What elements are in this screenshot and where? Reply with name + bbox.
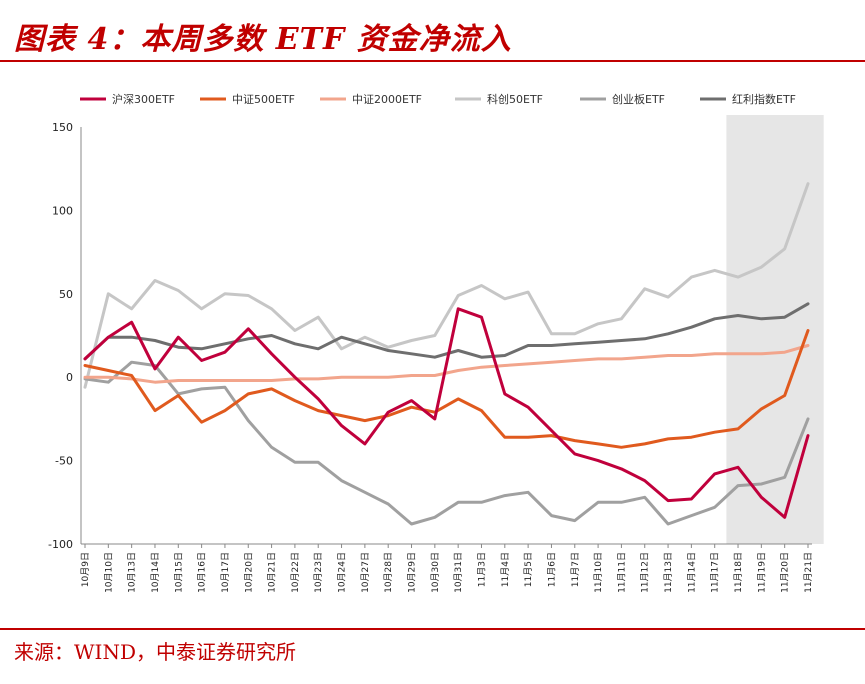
- x-tick-label: 10月15日: [173, 552, 184, 593]
- x-tick-label: 11月17日: [710, 552, 721, 593]
- x-tick-label: 11月20日: [780, 552, 791, 593]
- x-tick-label: 11月19日: [756, 552, 767, 593]
- series-line-3: [83, 344, 810, 384]
- legend: 沪深300ETF 中证500ETF 中证2000ETF 科创50ETF 创业板ETF 红利…: [80, 92, 796, 106]
- x-tick-label: 11月13日: [663, 552, 674, 593]
- x-tick-label: 10月9日: [80, 552, 91, 587]
- x-tick-label: 11月14日: [686, 552, 697, 593]
- legend-label: 红利指数ETF: [732, 92, 796, 106]
- y-axis: 150 100 50 0 -50 -100: [48, 121, 82, 551]
- legend-label: 中证2000ETF: [352, 93, 422, 106]
- line-chart: 沪深300ETF 中证500ETF 中证2000ETF 科创50ETF 创业板ETF 红利…: [48, 92, 824, 593]
- x-tick-label: 10月30日: [430, 552, 441, 593]
- legend-label: 沪深300ETF: [112, 92, 175, 106]
- x-axis: 10月9日 10月10日 10月13日 10月14日 10月15日 10月16日 10月17…: [80, 543, 814, 593]
- y-tick-label: 0: [66, 371, 73, 384]
- x-tick-label: 10月28日: [383, 552, 394, 593]
- y-tick-label: 100: [52, 204, 73, 217]
- x-tick-label: 11月4日: [500, 552, 511, 587]
- chart-title: 图表 4：本周多数 ETF 资金净流入: [14, 22, 512, 57]
- title-divider: [0, 60, 865, 62]
- series-line-1: [83, 307, 810, 519]
- x-tick-label: 11月6日: [546, 552, 557, 587]
- x-tick-label: 10月16日: [197, 552, 208, 593]
- x-tick-label: 10月22日: [290, 552, 301, 593]
- x-tick-label: 10月13日: [127, 552, 138, 593]
- x-tick-label: 11月7日: [570, 552, 581, 587]
- x-tick-label: 10月23日: [313, 552, 324, 593]
- x-tick-label: 10月24日: [337, 552, 348, 593]
- y-tick-label: -100: [48, 538, 73, 551]
- series-layer: [83, 182, 810, 526]
- y-tick-label: -50: [55, 455, 73, 468]
- source-divider: [0, 628, 865, 630]
- y-tick-label: 50: [59, 288, 73, 301]
- series-line-6: [83, 302, 810, 361]
- plot-area: 150 100 50 0 -50 -100 10月9日 10月10日 10月13日 10月14日…: [48, 115, 824, 593]
- legend-label: 中证500ETF: [232, 93, 295, 106]
- legend-label: 科创50ETF: [487, 92, 543, 106]
- x-tick-label: 10月20日: [243, 552, 254, 593]
- x-tick-label: 11月18日: [733, 552, 744, 593]
- x-tick-label: 11月10日: [593, 552, 604, 593]
- x-tick-label: 10月29日: [407, 552, 418, 593]
- x-tick-label: 10月10日: [103, 552, 114, 593]
- series-line-4: [83, 182, 810, 389]
- series-line-5: [83, 360, 810, 526]
- y-tick-label: 150: [52, 121, 73, 134]
- source-note: 来源：WIND，中泰证券研究所: [14, 640, 296, 664]
- x-tick-label: 11月11日: [616, 552, 627, 593]
- x-tick-label: 10月14日: [150, 552, 161, 593]
- x-tick-label: 10月21日: [267, 552, 278, 593]
- series-line-2: [83, 329, 810, 449]
- x-tick-label: 10月17日: [220, 552, 231, 593]
- x-tick-label: 10月31日: [453, 552, 464, 593]
- x-tick-label: 11月5日: [523, 552, 534, 587]
- x-tick-label: 11月3日: [476, 552, 487, 587]
- x-tick-label: 11月21日: [803, 552, 814, 593]
- legend-label: 创业板ETF: [612, 92, 665, 106]
- x-tick-label: 11月12日: [640, 552, 651, 593]
- x-tick-label: 10月27日: [360, 552, 371, 593]
